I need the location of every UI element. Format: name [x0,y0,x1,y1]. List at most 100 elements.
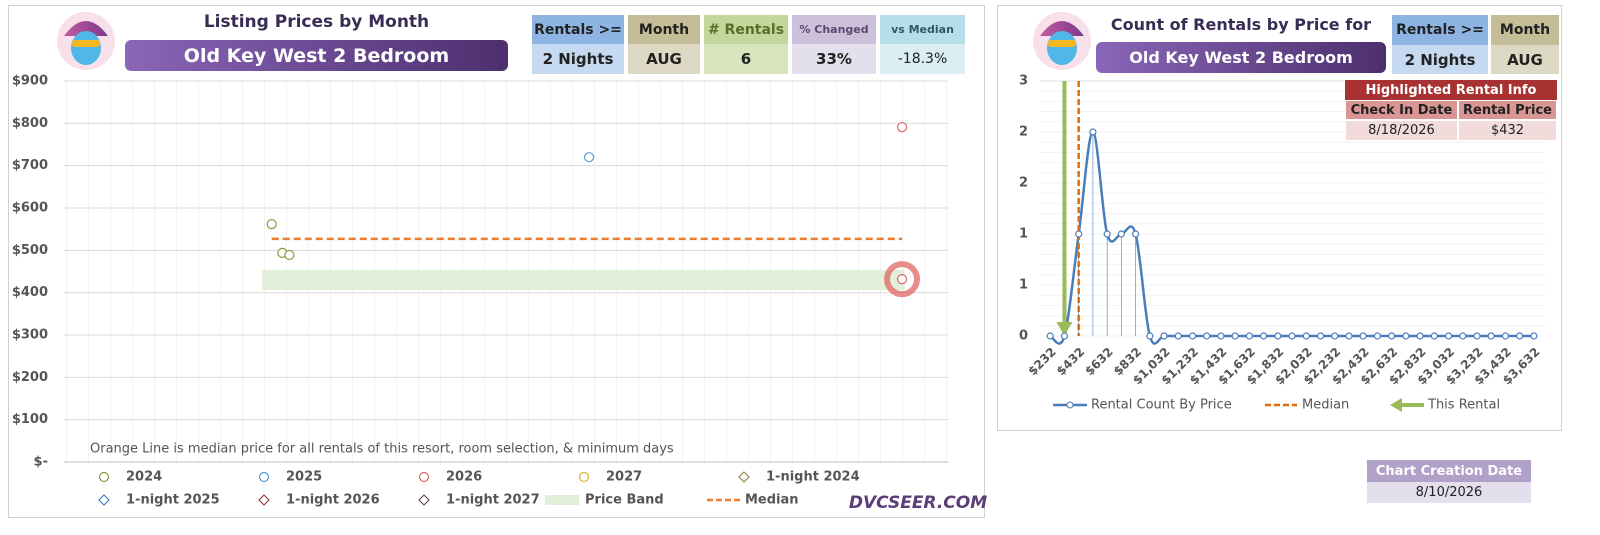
legend-label: 1-night 2027 [446,493,540,508]
marker [896,274,908,285]
this-rental-arrow [1056,81,1073,336]
stat-value: -18.3% [880,44,965,74]
point [1231,332,1239,340]
stat-label: % Changed [792,15,876,44]
point [1075,230,1083,238]
marker [266,218,277,230]
legend-key [418,471,430,483]
legend-label: Median [745,493,799,508]
legend-key [578,471,590,483]
point [1373,332,1382,340]
stat-label: Rentals >= [532,15,624,44]
point [1288,332,1296,340]
point [1516,332,1524,340]
stat-value: 2 Nights [532,44,624,74]
point [1260,332,1268,340]
point [1203,332,1211,340]
point [1501,332,1510,340]
point [1530,332,1538,340]
y-tick-label: 3 [1019,74,1028,89]
legend-label: 1-night 2024 [766,470,860,485]
point [1245,332,1253,340]
point [1316,332,1325,340]
legend-label: 2027 [606,470,642,485]
y-tick-label: $- [34,455,48,470]
point [1160,332,1168,340]
point [1388,332,1396,340]
point [1416,332,1424,340]
x-tick-label: $432 [1054,345,1088,379]
y-tick-label: 2 [1019,125,1028,140]
genie-icon [1033,12,1091,70]
point [1089,128,1097,136]
point [1117,230,1125,238]
legend-key [98,471,110,483]
legend-label: 1-night 2026 [286,493,380,508]
y-tick-label: $300 [12,328,48,343]
legend-key [98,494,110,506]
point [1274,332,1282,340]
highlight-ring [884,261,921,298]
point [1103,230,1111,238]
stat-value: 6 [704,44,788,74]
point [1345,332,1353,340]
legend-label: 2024 [126,470,162,485]
y-tick-label: $600 [12,201,48,216]
point [1430,332,1438,340]
point [1217,332,1225,340]
genie-icon [57,12,115,70]
stat-value: AUG [628,44,700,74]
point [1331,332,1339,340]
y-tick-label: $900 [12,74,48,89]
point [1359,332,1367,340]
y-tick-label: $700 [12,158,48,173]
marker [284,249,295,261]
y-tick-label: $400 [12,285,48,300]
legend-key [1390,398,1424,412]
stat-value: AUG [1491,45,1559,74]
legend-label: Median [1302,398,1349,413]
legend-key [258,471,270,483]
marker [896,122,908,133]
point [1174,332,1182,340]
left-title: Listing Prices by Month [203,12,430,32]
legend-label: 2025 [286,470,322,485]
highlight-cell: $432 [1458,120,1557,141]
point [1487,332,1495,340]
highlight-header: Check In Date [1345,100,1458,120]
highlight-title: Highlighted Rental Info [1345,80,1557,100]
legend-key [418,494,430,506]
legend-label: This Rental [1427,398,1500,413]
brand: DVCSEER.COM [849,493,987,513]
creation-value: 8/10/2026 [1367,482,1531,503]
right-subtitle: Old Key West 2 Bedroom [1096,42,1386,73]
creation-label: Chart Creation Date [1367,460,1531,482]
stat-label: Month [628,15,700,44]
y-tick-label: $200 [12,370,48,385]
stat-value: 2 Nights [1392,45,1488,74]
legend-key [738,471,750,483]
legend-key [258,494,270,506]
marker [583,152,595,163]
highlight-header: Rental Price [1458,100,1557,120]
y-tick-label: 2 [1019,176,1028,191]
y-tick-label: 1 [1019,227,1028,242]
x-tick-label: $232 [1025,345,1059,379]
right-title: Count of Rentals by Price for [1110,15,1372,34]
left-subtitle: Old Key West 2 Bedroom [125,40,508,71]
stat-label: # Rentals [704,15,788,44]
point [1131,230,1140,238]
point [1302,332,1310,340]
y-tick-label: $500 [12,243,48,258]
point [1473,332,1481,340]
legend-label: 1-night 2025 [126,493,220,508]
stat-label: Month [1491,15,1559,45]
point [1459,332,1467,340]
right-panel [997,5,1562,431]
legend-key [1066,401,1074,409]
legend-label: Rental Count By Price [1091,398,1232,413]
annotation: Orange Line is median price for all rent… [90,442,674,457]
y-tick-label: 0 [1019,329,1028,344]
point [1444,332,1453,340]
